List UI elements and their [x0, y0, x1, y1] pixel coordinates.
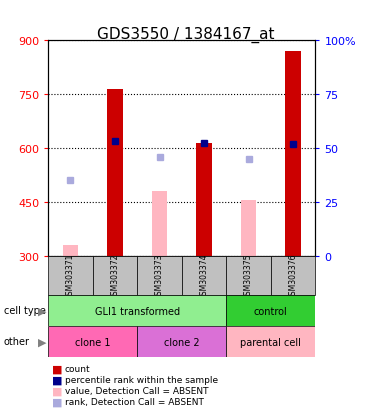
- Text: ▶: ▶: [39, 306, 47, 316]
- FancyBboxPatch shape: [48, 326, 137, 357]
- Text: clone 1: clone 1: [75, 337, 111, 347]
- Text: ■: ■: [52, 375, 63, 385]
- FancyBboxPatch shape: [226, 326, 315, 357]
- FancyBboxPatch shape: [182, 256, 226, 295]
- Text: parental cell: parental cell: [240, 337, 301, 347]
- Bar: [285, 52, 301, 256]
- Text: GSM303376: GSM303376: [289, 252, 298, 299]
- Text: ■: ■: [52, 363, 63, 373]
- Text: GSM303374: GSM303374: [200, 252, 209, 299]
- Text: GSM303372: GSM303372: [111, 252, 119, 299]
- Text: GSM303373: GSM303373: [155, 252, 164, 299]
- Text: percentile rank within the sample: percentile rank within the sample: [65, 375, 218, 384]
- Text: cell type: cell type: [4, 306, 46, 316]
- FancyBboxPatch shape: [271, 256, 315, 295]
- FancyBboxPatch shape: [137, 326, 226, 357]
- Text: value, Detection Call = ABSENT: value, Detection Call = ABSENT: [65, 386, 209, 395]
- FancyBboxPatch shape: [137, 256, 182, 295]
- Bar: [107, 90, 123, 256]
- FancyBboxPatch shape: [48, 295, 226, 326]
- Bar: [241, 201, 256, 256]
- Text: count: count: [65, 364, 91, 373]
- Text: control: control: [254, 306, 288, 316]
- Text: ■: ■: [52, 386, 63, 396]
- Bar: [152, 192, 167, 256]
- Text: ■: ■: [52, 397, 63, 407]
- Text: clone 2: clone 2: [164, 337, 200, 347]
- FancyBboxPatch shape: [48, 256, 93, 295]
- Text: other: other: [4, 337, 30, 347]
- FancyBboxPatch shape: [93, 256, 137, 295]
- Text: GDS3550 / 1384167_at: GDS3550 / 1384167_at: [97, 27, 274, 43]
- Bar: [196, 143, 212, 256]
- Text: rank, Detection Call = ABSENT: rank, Detection Call = ABSENT: [65, 397, 204, 406]
- Text: GLI1 transformed: GLI1 transformed: [95, 306, 180, 316]
- FancyBboxPatch shape: [226, 295, 315, 326]
- Text: ▶: ▶: [39, 337, 47, 347]
- Text: GSM303375: GSM303375: [244, 252, 253, 299]
- Text: GSM303371: GSM303371: [66, 252, 75, 299]
- FancyBboxPatch shape: [226, 256, 271, 295]
- Bar: [63, 245, 78, 256]
